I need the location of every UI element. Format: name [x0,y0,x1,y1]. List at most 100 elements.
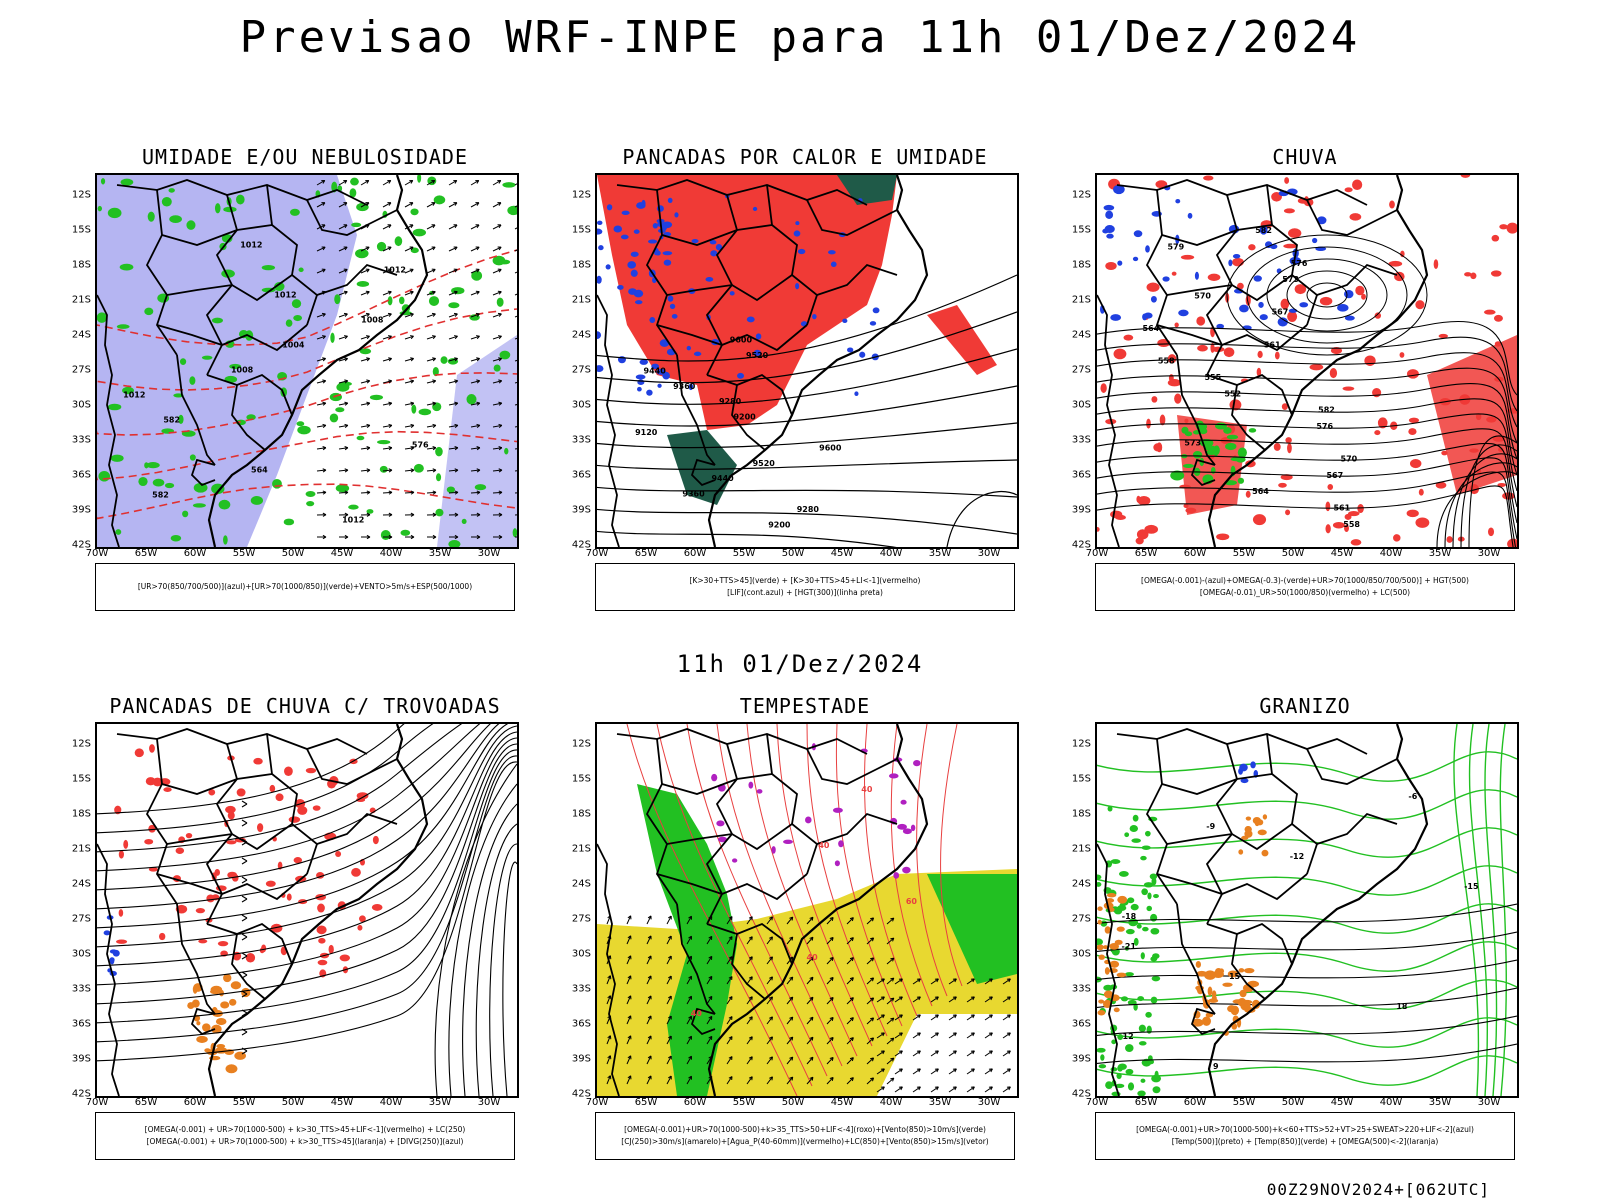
wind-arrowhead [497,202,502,206]
longitude-tick: 35W [428,1097,452,1108]
contour-label: -15 [1464,882,1479,891]
wind-arrowhead [769,936,773,941]
red-storm-areas-patch [148,867,158,872]
wind-arrowhead [809,916,814,921]
green-humidity-contours-patch [435,446,443,457]
wind-arrowhead [688,1035,692,1040]
hgt500-line [1097,413,1517,492]
wind-arrowhead [498,468,503,473]
green-coastal-contours-patch [1100,1054,1105,1061]
wind-arrowhead [769,1016,773,1021]
temp850-line [1097,979,1517,1010]
green-coastal-contours-patch [1146,905,1152,912]
green-humidity-contours-patch [221,234,233,243]
latitude-axis: 12S 15S 18S 21S 24S 27S 30S 33S 36S 39S 42S [555,173,595,551]
wind-arrowhead [789,976,794,981]
orange-hail-areas-patch [1219,968,1225,974]
orange-hail-areas-patch [1207,986,1213,996]
temp850-line [1453,724,1480,1096]
wind-arrowhead [898,1032,903,1037]
streamline [97,737,517,986]
wind-arrowhead [890,977,895,982]
wind-arrowhead [728,996,733,1001]
legend-line: [CJ(250)>30m/s](amarelo)+[Agua_P(40-60mm… [621,1137,989,1146]
wind-vector [316,268,326,274]
wind-vector [448,491,459,494]
green-coastal-contours-patch [1150,913,1158,922]
west-coastline [97,294,120,547]
orange-hail-areas-patch [1202,1016,1212,1026]
wind-vector [746,996,753,1005]
green-humidity-contours-patch [120,178,134,186]
wind-arrowhead [970,1032,975,1037]
wind-vector [338,424,348,428]
green-humidity-contours-patch [502,182,516,188]
red-storm-areas-patch [118,909,124,917]
wind-vector [706,996,713,1005]
wind-vector [766,996,773,1005]
red-rain-areas-patch [1487,527,1495,537]
wind-vector [826,1037,834,1045]
legend-line: [OMEGA(-0.001)+UR>70(1000-500)+k<60+TTS>… [1136,1125,1474,1134]
high-pressure-ring [1286,270,1368,320]
wind-vector [606,1035,611,1045]
wind-vector [492,313,502,318]
green-coastal-contours-patch [1133,1003,1138,1011]
lif-contours-interior-patch [752,206,758,212]
wind-arrowhead [366,335,370,340]
latitude-tick: 12S [571,738,591,750]
wind-vector [448,202,458,208]
red-rain-areas-patch [1256,367,1262,377]
wind-arrowhead [365,179,370,184]
longitude-tick: 40W [1379,1097,1403,1108]
latitude-tick: 21S [71,294,91,306]
wind-vector [426,268,436,274]
wind-arrowhead [410,512,415,517]
wind-arrowhead [728,976,733,981]
wind-vector [786,996,794,1005]
wind-vector [470,469,481,472]
orange-interior-areas-patch [1244,830,1253,838]
hgt500-line [1097,442,1517,524]
wind-vector [786,916,794,925]
wind-vector [646,955,652,965]
wind-arrowhead [890,1077,895,1082]
wind-arrowhead [647,975,652,980]
purple-severe-areas-patch [838,840,844,848]
wind-vector [876,1014,885,1021]
wind-vector [316,313,326,318]
orange-storm-areas-patch [216,1043,226,1049]
orange-hail-areas [1191,961,1261,1036]
red-rain-areas-patch [1274,351,1280,360]
orange-coast-areas-patch [1106,893,1117,898]
coastline [1207,175,1429,547]
longitude-axis: 70W 65W 60W 55W 50W 45W 40W 35W 30W [586,548,1015,562]
wind-arrowhead [952,1050,957,1055]
wind-vector [706,956,713,965]
longitude-tick: 40W [1379,548,1403,559]
green-humidity-contours-patch [289,208,300,216]
state-border [161,224,273,246]
wind-arrowhead [366,468,371,473]
wind-vector [338,268,348,274]
blue-rain-areas-patch [1337,304,1349,312]
wind-arrowhead [748,1036,753,1041]
red-storm-areas-patch [236,788,246,797]
temp500-line [1097,1043,1517,1065]
wind-vector [360,335,370,340]
wind-vector [866,957,874,965]
wind-vector [726,916,733,925]
latitude-tick: 18S [1071,808,1091,820]
longitude-tick: 40W [379,548,403,559]
wind-vector [1002,996,1011,1003]
wind-arrowhead [809,956,814,961]
wind-vector [470,224,480,230]
wind-vector [912,1086,921,1093]
water-contour [863,724,918,1017]
wind-arrowhead [708,955,713,960]
red-storm-areas-patch [217,941,229,947]
latitude-tick: 33S [1071,434,1091,446]
wind-vector [666,1075,672,1085]
hgt500-line [1097,485,1514,547]
blue-rain-areas-patch [1258,301,1264,308]
